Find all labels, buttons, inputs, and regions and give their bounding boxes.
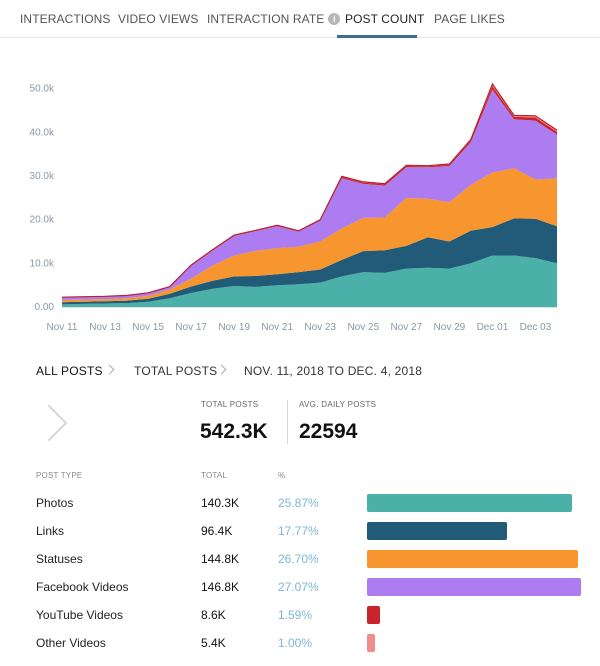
breadcrumb-date-range: NOV. 11, 2018 TO DEC. 4, 2018 [244,364,423,378]
x-tick-label: Nov 21 [261,322,293,333]
post-type-total: 146.8K [201,580,240,594]
series-area-links [62,218,557,305]
back-chevron-icon[interactable] [30,404,68,442]
x-tick-label: Nov 13 [89,322,121,333]
x-tick-label: Nov 23 [304,322,336,333]
info-icon[interactable]: i [328,13,341,25]
tab-post-count[interactable]: POST COUNT [345,12,425,26]
post-type-total: 140.3K [201,496,240,510]
tab-interactions[interactable]: INTERACTIONS [20,12,111,26]
header-percent: % [278,471,286,480]
table-row: Photos 140.3K 25.87% [0,494,600,512]
total-posts-label: TOTAL POSTS [201,400,259,409]
avg-daily-posts-label: AVG. DAILY POSTS [299,400,377,409]
post-type-percent: 27.07% [278,580,319,594]
post-type-share-bar [367,522,508,540]
y-tick-label: 0.00 [35,302,55,313]
post-type-percent: 25.87% [278,496,319,510]
post-count-area-chart: 0.00 10.0k 20.0k 30.0k 40.0k 50.0k Nov 11 Nov 1… [30,82,558,333]
post-type-percent: 26.70% [278,552,319,566]
header-post-type: POST TYPE [36,471,83,480]
post-type-name: Links [36,524,65,538]
post-type-total: 144.8K [201,552,240,566]
y-tick-label: 20.0k [30,215,55,226]
tab-page-likes[interactable]: PAGE LIKES [434,12,505,26]
tab-video-views[interactable]: VIDEO VIEWS [118,12,199,26]
chevron-right-icon [104,364,115,375]
series-area-statuses [62,168,557,303]
table-row: YouTube Videos 8.6K 1.59% [0,606,600,624]
y-tick-label: 40.0k [30,127,55,138]
x-tick-label: Dec 03 [520,322,552,333]
post-type-percent: 17.77% [278,524,319,538]
x-tick-label: Nov 27 [391,322,423,333]
stats-divider [287,400,288,444]
post-type-percent: 1.00% [278,636,313,650]
y-tick-label: 50.0k [30,84,55,95]
post-type-percent: 1.59% [278,608,313,622]
header-total: TOTAL [201,471,228,480]
x-tick-label: Nov 19 [218,322,250,333]
tab-interaction-rate[interactable]: INTERACTION RATE i [207,0,341,38]
post-type-name: Other Videos [36,636,106,650]
table-row: Statuses 144.8K 26.70% [0,550,600,568]
y-tick-label: 10.0k [30,258,55,269]
x-tick-label: Nov 29 [434,322,466,333]
post-type-total: 5.4K [201,636,226,650]
series-area-facebook-videos [62,89,557,300]
post-type-name: Statuses [36,552,83,566]
active-tab-indicator [337,35,417,38]
post-type-name: Photos [36,496,74,510]
table-row: Facebook Videos 146.8K 27.07% [0,578,600,596]
post-type-name: YouTube Videos [36,608,123,622]
breadcrumb-all-posts[interactable]: ALL POSTS [36,364,103,378]
x-tick-label: Nov 17 [175,322,207,333]
x-tick-label: Nov 11 [47,322,78,333]
breadcrumb: ALL POSTS TOTAL POSTS NOV. 11, 2018 TO D… [0,364,600,380]
post-type-total: 8.6K [201,608,226,622]
x-tick-label: Nov 25 [347,322,379,333]
y-tick-label: 30.0k [30,171,55,182]
post-type-total: 96.4K [201,524,233,538]
total-posts-value: 542.3K [200,420,268,443]
x-tick-label: Nov 15 [132,322,164,333]
post-type-share-bar [367,606,380,624]
tab-bar: INTERACTIONS VIDEO VIEWS INTERACTION RAT… [0,0,600,38]
chevron-right-icon [216,364,227,375]
post-type-share-bar [367,578,581,596]
table-row: Other Videos 5.4K 1.00% [0,634,600,652]
x-tick-label: Dec 01 [477,322,509,333]
avg-daily-posts-value: 22594 [299,420,358,443]
tab-interaction-rate-label: INTERACTION RATE [207,12,325,26]
post-type-name: Facebook Videos [36,580,129,594]
series-area-photos [62,255,557,307]
post-type-share-bar [367,550,579,568]
breadcrumb-total-posts[interactable]: TOTAL POSTS [134,364,218,378]
table-row: Links 96.4K 17.77% [0,522,600,540]
post-type-share-bar [367,494,572,512]
stack-top-outline [61,82,558,298]
post-type-share-bar [367,634,375,652]
